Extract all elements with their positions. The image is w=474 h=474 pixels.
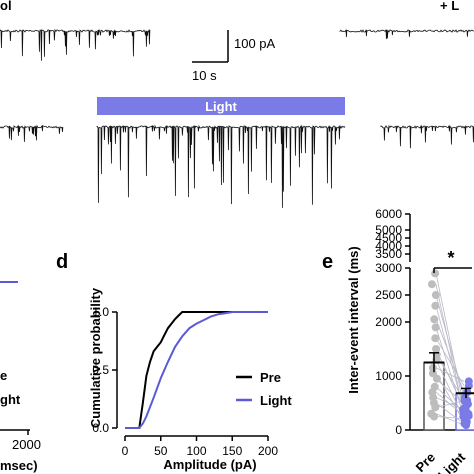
panel-c-legend-light: ght bbox=[0, 392, 21, 407]
paired-line bbox=[435, 416, 465, 420]
y-tick-label: 4500 bbox=[375, 231, 402, 245]
y-tick-label: 4000 bbox=[375, 239, 402, 253]
scale-bar-amplitude: 100 pA bbox=[234, 36, 276, 51]
point-pre bbox=[430, 412, 439, 421]
paired-line bbox=[435, 319, 465, 393]
point-pre bbox=[431, 334, 440, 343]
point-light bbox=[459, 405, 468, 414]
y-tick-label: 1000 bbox=[375, 369, 402, 383]
paired-line bbox=[435, 367, 465, 382]
paired-line bbox=[435, 348, 465, 409]
x-tick-label: 0 bbox=[122, 444, 129, 458]
paired-line bbox=[435, 413, 465, 426]
scale-bar: 100 pA 10 s bbox=[192, 30, 276, 83]
point-pre bbox=[427, 280, 436, 289]
x-tick-label: 200 bbox=[258, 444, 278, 458]
trace-post bbox=[380, 124, 474, 149]
paired-line bbox=[435, 397, 465, 410]
y-tick-label: 2000 bbox=[375, 315, 402, 329]
panel-d-legend: Pre Light bbox=[236, 370, 292, 408]
paired-line bbox=[435, 273, 465, 408]
legend-light-label: Light bbox=[260, 393, 292, 408]
panel-e-tick-light: Light bbox=[435, 449, 469, 474]
y-tick-label: 5000 bbox=[375, 223, 402, 237]
point-light bbox=[462, 421, 471, 430]
y-tick-label: 2500 bbox=[375, 288, 402, 302]
y-tick-label: 3000 bbox=[375, 261, 402, 275]
paired-line bbox=[435, 400, 465, 408]
trace-right bbox=[339, 28, 474, 40]
panel-e-ylabel: Inter-event interval (ms) bbox=[346, 246, 361, 393]
y-tick-label: 6000 bbox=[375, 207, 402, 221]
point-pre bbox=[431, 403, 440, 412]
point-light bbox=[460, 396, 469, 405]
light-bar-label: Light bbox=[205, 99, 237, 114]
cropped-label-right: + L bbox=[440, 0, 459, 13]
panel-d-plot bbox=[125, 311, 268, 429]
light-stimulus-bar bbox=[97, 97, 345, 115]
significance-star: * bbox=[447, 248, 454, 268]
trace-control bbox=[0, 28, 151, 61]
panel-e-plot bbox=[423, 269, 474, 431]
panel-e-letter: e bbox=[322, 251, 333, 273]
current-trace-control bbox=[0, 28, 151, 61]
point-pre bbox=[431, 301, 440, 310]
trace-light bbox=[96, 124, 346, 208]
panel-c-axis-fragment: msec) bbox=[0, 458, 38, 473]
y-tick-label: 1.0 bbox=[92, 305, 109, 319]
panel-c-tick-2000: 2000 bbox=[12, 437, 41, 452]
panel-d-ylabel: Cumulative probability bbox=[88, 287, 103, 428]
y-tick-label: 0.0 bbox=[92, 421, 109, 435]
paired-line bbox=[435, 337, 465, 386]
y-tick-label: 0 bbox=[395, 423, 402, 437]
series-line-pre bbox=[125, 311, 268, 429]
panel-c-fragment: e ght 2000 msec) bbox=[0, 281, 41, 473]
point-pre bbox=[431, 291, 440, 299]
significance-bracket: * bbox=[433, 248, 472, 273]
paired-line bbox=[435, 378, 465, 405]
x-tick-label: 50 bbox=[154, 444, 168, 458]
point-light bbox=[460, 414, 469, 423]
y-tick-label: 3500 bbox=[375, 247, 402, 261]
panel-d-xlabel: Amplitude (pA) bbox=[163, 457, 256, 472]
panel-e-tick-pre: Pre bbox=[413, 450, 438, 474]
x-tick-label: 100 bbox=[186, 444, 206, 458]
panel-d-axes: 0 50 100 150 200 0.0 0.5 1.0 bbox=[92, 305, 278, 458]
paired-line bbox=[435, 373, 465, 423]
point-pre bbox=[432, 374, 441, 383]
panel-c-legend-pre: e bbox=[0, 368, 7, 383]
panel-d-letter: d bbox=[56, 251, 68, 273]
legend-pre-label: Pre bbox=[260, 370, 281, 385]
point-pre bbox=[430, 315, 439, 324]
current-trace-light bbox=[0, 124, 474, 208]
scale-bar-time: 10 s bbox=[192, 68, 217, 83]
point-pre bbox=[431, 269, 440, 278]
x-tick-label: 150 bbox=[222, 444, 242, 458]
y-tick-label: 0.5 bbox=[92, 363, 109, 377]
cropped-label-left: ol bbox=[0, 0, 12, 13]
series-line-light bbox=[125, 311, 268, 429]
current-trace-right bbox=[339, 28, 474, 40]
point-light bbox=[464, 377, 473, 386]
trace-pre bbox=[0, 124, 64, 142]
point-pre bbox=[431, 323, 440, 332]
